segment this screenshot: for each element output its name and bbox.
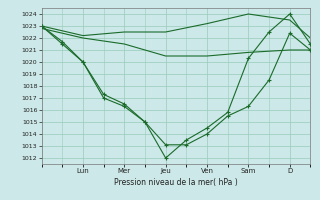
X-axis label: Pression niveau de la mer( hPa ): Pression niveau de la mer( hPa ) (114, 178, 238, 187)
